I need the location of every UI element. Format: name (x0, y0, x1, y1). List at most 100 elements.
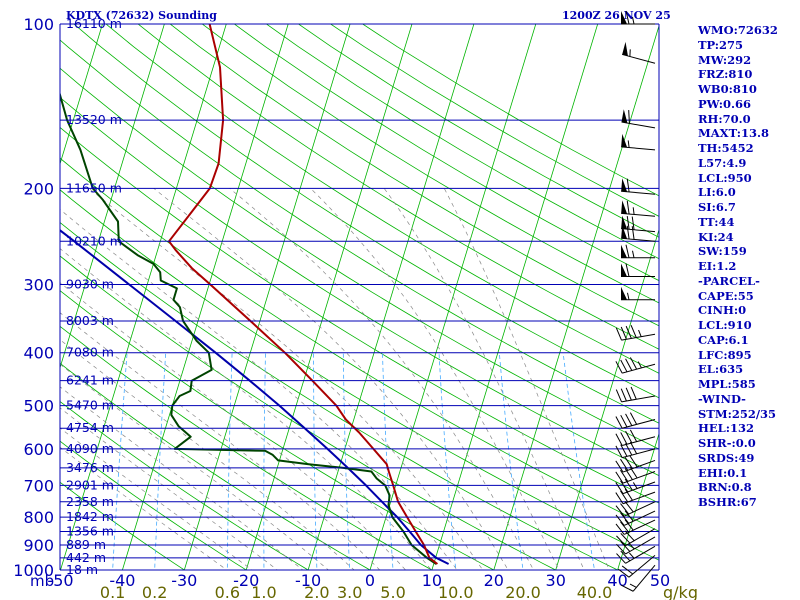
temperature-tick-label: -40 (109, 571, 135, 590)
pressure-unit-label: mb (30, 572, 54, 590)
mixing-ratio-label: 40.0 (577, 583, 613, 600)
index-item: MPL:585 (698, 377, 756, 391)
index-item: LCL:910 (698, 318, 752, 332)
wind-barb-flag (616, 535, 626, 546)
chart-title: KDTX (72632) Sounding (66, 9, 217, 22)
dry-adiabat-line (60, 126, 659, 504)
wind-barb-staff (622, 418, 656, 429)
wind-barb-flag (626, 225, 630, 240)
wind-barb-half-flag (632, 207, 635, 215)
profile-lines (60, 24, 450, 565)
wind-barb-staff (621, 212, 656, 217)
wind-barbs (615, 10, 656, 592)
temperature-tick-label: -10 (295, 571, 321, 590)
mixing-ratio-label: 0.6 (215, 583, 240, 600)
isotherm-line (60, 24, 227, 570)
index-item: SRDS:49 (698, 450, 755, 465)
wind-barb (616, 545, 656, 564)
mixing-ratio-label: 0.1 (100, 583, 125, 600)
pressure-tick-label: 900 (23, 536, 54, 555)
index-item: L57:4.9 (698, 155, 747, 170)
wind-barb-flag (617, 568, 630, 578)
index-item: LCL:950 (698, 170, 752, 185)
wind-barb-flag (620, 388, 627, 402)
height-label: 2901 m (66, 477, 114, 492)
isotherm-line (183, 24, 351, 570)
dry-adiabat-line (105, 24, 659, 374)
wind-barb-flag (625, 413, 633, 426)
wind-barb (615, 501, 656, 517)
index-item: CAPE:55 (698, 288, 754, 303)
temperature-tick-label: 50 (650, 571, 670, 590)
index-item: FRZ:810 (698, 67, 753, 82)
dry-adiabat-line (60, 39, 659, 424)
temperature-tick-label: -30 (171, 571, 197, 590)
wind-barb-flag (624, 519, 634, 531)
wind-barb-pennant (621, 11, 627, 24)
mixing-ratio-label: 3.0 (337, 583, 362, 600)
moist-adiabat-line (383, 188, 585, 570)
wind-barb (615, 466, 656, 484)
moist-adiabat-line (60, 407, 278, 570)
wind-barb-staff (622, 459, 656, 473)
temperature-tick-label: 30 (546, 571, 566, 590)
wind-barb-flag (626, 178, 630, 193)
wind-barb-flag (620, 326, 627, 340)
moist-adiabat-line (60, 248, 432, 570)
wind-barb-flag (631, 216, 635, 230)
wind-barb (617, 554, 656, 578)
wind-barb (615, 519, 656, 535)
moist-adiabat-line (60, 339, 355, 570)
wind-barb-flag (615, 361, 623, 374)
pressure-tick-label: 1000 (13, 561, 54, 580)
wind-barb (621, 225, 656, 242)
mixing-ratio-line (226, 352, 233, 570)
index-item: MW:292 (698, 52, 752, 67)
wind-barb-flag (629, 429, 638, 442)
moist-adiabat-line (60, 282, 407, 570)
wind-barb-flag (624, 468, 633, 480)
parcel-profile-line (60, 229, 450, 565)
height-label: 11650 m (66, 180, 122, 195)
wind-barb-flag (620, 359, 628, 373)
wind-barb (615, 441, 656, 459)
wind-barb (621, 244, 655, 259)
pressure-tick-label: 100 (23, 15, 54, 34)
wind-barb (621, 10, 655, 25)
wind-barb (622, 41, 656, 64)
index-item: SI:6.7 (698, 200, 736, 214)
wind-barb (615, 357, 656, 374)
dry-adiabat-line (60, 400, 309, 570)
wind-barb-flag (628, 110, 630, 124)
isotherm-line (493, 24, 659, 570)
height-label: 16110 m (66, 16, 122, 31)
wind-barb-pennant (621, 225, 628, 239)
wind-barb-half-flag (632, 16, 635, 25)
pressure-tick-label: 600 (23, 440, 54, 459)
wind-barb-half-flag (629, 543, 635, 550)
index-item: EI:1.2 (698, 259, 737, 273)
mixing-ratio-label: 1.0 (251, 583, 276, 600)
wind-barb-flag (615, 492, 624, 505)
dry-adiabat-line (137, 24, 659, 350)
index-item: STM:252/35 (698, 406, 777, 421)
axes (59, 23, 660, 571)
wind-barb-staff (625, 536, 656, 555)
wind-barb-flag (626, 200, 630, 215)
wind-barb-staff (625, 528, 656, 547)
moist-adiabat-line (153, 188, 509, 570)
wind-barb (621, 564, 656, 592)
wind-barb-flag (615, 514, 625, 526)
wind-barb-flag (625, 325, 632, 339)
axis-labels: 16110 m 13520 m 11650 m 10210 m 9030 m 8003 m… (13, 15, 698, 600)
dry-adiabat-line (60, 290, 495, 570)
wind-barb-flag (620, 550, 631, 562)
index-item: LI:6.0 (698, 185, 736, 200)
wind-barb-staff (625, 545, 656, 564)
wind-barb (621, 109, 656, 129)
moist-adiabat-line (310, 188, 560, 570)
wind-barb-flag (620, 432, 628, 445)
pressure-tick-label: 300 (23, 276, 54, 295)
wind-barb-flag (625, 358, 633, 371)
index-item: TT:44 (698, 214, 735, 229)
